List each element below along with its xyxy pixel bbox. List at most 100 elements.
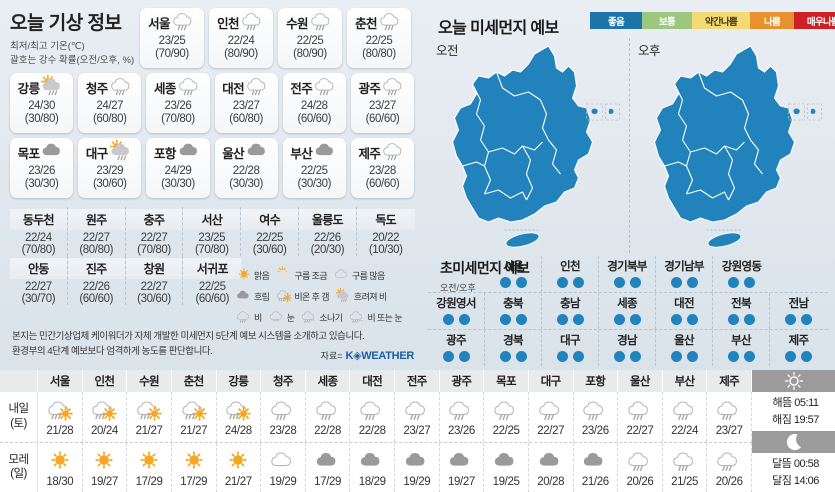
ultrafine-region-cell[interactable]: 전남 <box>770 293 827 329</box>
grid-city-cell[interactable]: 울릉도 22/26 (20/30) <box>298 207 357 256</box>
grid-city-cell[interactable]: 창원 22/27 (30/60) <box>125 256 184 305</box>
forecast-cell[interactable]: 21/28 <box>38 392 83 442</box>
city-card[interactable]: 울산 22/28 (30/30) <box>214 138 278 198</box>
forecast-cell[interactable]: 19/29 <box>395 442 440 492</box>
grid-city-cell[interactable]: 진주 22/26 (60/60) <box>67 256 126 305</box>
forecast-cell[interactable]: 23/27 <box>395 392 440 442</box>
ultrafine-region-cell[interactable]: 세종 <box>599 293 656 329</box>
forecast-column-header[interactable]: 포항 <box>574 370 619 392</box>
city-card[interactable]: 세종 23/26 (70/80) <box>146 73 210 133</box>
ultrafine-region-name: 경남 <box>617 335 637 347</box>
grid-city-cell[interactable]: 독도 20/22 (10/30) <box>356 207 415 256</box>
forecast-column-header[interactable]: 광주 <box>440 370 485 392</box>
forecast-cell[interactable]: 21/27 <box>172 392 217 442</box>
forecast-column-header[interactable]: 강릉 <box>217 370 262 392</box>
ultrafine-region-cell[interactable]: 제주 <box>770 330 827 366</box>
forecast-cell[interactable]: 21/26 <box>574 442 619 492</box>
forecast-cell[interactable]: 23/26 <box>440 392 485 442</box>
forecast-column-header[interactable]: 울산 <box>618 370 663 392</box>
forecast-cell[interactable]: 17/29 <box>172 442 217 492</box>
forecast-cell[interactable]: 20/24 <box>83 392 128 442</box>
ultrafine-region-cell[interactable]: 경북 <box>485 330 542 366</box>
grid-city-cell[interactable]: 충주 22/27 (70/80) <box>125 207 184 256</box>
ultrafine-region-cell[interactable]: 광주 <box>428 330 485 366</box>
ultrafine-heading: 초미세먼지 예보 오전/오후 <box>440 258 530 294</box>
city-card[interactable]: 대구 23/29 (30/60) <box>78 138 142 198</box>
city-card[interactable]: 춘천 22/25 (80/80) <box>347 8 411 68</box>
forecast-cell[interactable]: 23/28 <box>261 392 306 442</box>
grid-city-cell[interactable]: 동두천 22/24 (70/80) <box>10 207 68 256</box>
grid-city-cell[interactable]: 안동 22/27 (30/70) <box>10 256 68 305</box>
icon-legend-item: 비 <box>236 308 262 326</box>
ultrafine-region-cell[interactable]: 경남 <box>599 330 656 366</box>
grid-city-cell[interactable]: 서귀포 22/25 (60/60) <box>183 256 242 305</box>
forecast-cell[interactable]: 17/29 <box>127 442 172 492</box>
city-card[interactable]: 제주 23/28 (60/60) <box>350 138 415 198</box>
forecast-cell[interactable]: 20/26 <box>707 442 752 492</box>
ultrafine-region-cell[interactable]: 부산 <box>713 330 770 366</box>
forecast-column-header[interactable]: 서울 <box>38 370 83 392</box>
ultrafine-region-cell[interactable]: 전북 <box>713 293 770 329</box>
forecast-cell[interactable]: 19/29 <box>261 442 306 492</box>
weather-icon-legend: 맑음 구름 조금 구름 많음 흐림 비온 후 갬 흐려져 비 비 눈 소나기 비 또는 눈 <box>236 266 416 329</box>
ultrafine-region-cell[interactable]: 경기남부 <box>656 256 713 292</box>
forecast-cell[interactable]: 23/26 <box>574 392 619 442</box>
forecast-cell[interactable]: 22/27 <box>618 392 663 442</box>
forecast-cell[interactable]: 20/28 <box>529 442 574 492</box>
forecast-column-header[interactable]: 세종 <box>306 370 351 392</box>
forecast-cell[interactable]: 22/27 <box>529 392 574 442</box>
forecast-cell[interactable]: 21/27 <box>217 442 262 492</box>
city-card[interactable]: 포항 24/29 (30/30) <box>146 138 210 198</box>
forecast-cell[interactable]: 22/28 <box>350 392 395 442</box>
city-card[interactable]: 광주 23/27 (60/60) <box>350 73 415 133</box>
ultrafine-region-cell[interactable]: 울산 <box>656 330 713 366</box>
ultrafine-region-cell[interactable]: 대전 <box>656 293 713 329</box>
forecast-column-header[interactable]: 인천 <box>83 370 128 392</box>
ultrafine-region-cell[interactable]: 충북 <box>485 293 542 329</box>
ultrafine-dot-am <box>613 314 625 325</box>
forecast-cell[interactable]: 21/27 <box>127 392 172 442</box>
forecast-cell[interactable]: 22/25 <box>484 392 529 442</box>
forecast-cell[interactable]: 18/29 <box>350 442 395 492</box>
city-card[interactable]: 대전 23/27 (60/80) <box>214 73 278 133</box>
city-card[interactable]: 목포 23/26 (30/30) <box>10 138 74 198</box>
city-card[interactable]: 청주 24/27 (60/80) <box>78 73 142 133</box>
city-card[interactable]: 전주 24/28 (60/60) <box>282 73 346 133</box>
forecast-cell[interactable]: 24/28 <box>217 392 262 442</box>
ultrafine-region-cell[interactable]: 충남 <box>542 293 599 329</box>
forecast-column-header[interactable]: 부산 <box>663 370 708 392</box>
forecast-column-header[interactable]: 전주 <box>395 370 440 392</box>
forecast-cell[interactable]: 19/25 <box>484 442 529 492</box>
forecast-column-header[interactable]: 춘천 <box>172 370 217 392</box>
grid-city-cell[interactable]: 서산 23/25 (70/80) <box>183 207 242 256</box>
city-card[interactable]: 서울 23/25 (70/90) <box>140 8 204 68</box>
grid-city-cell[interactable]: 여수 22/25 (30/60) <box>241 207 299 256</box>
ultrafine-region-cell[interactable]: 강원영서 <box>428 293 485 329</box>
forecast-cell[interactable]: 22/24 <box>663 392 708 442</box>
forecast-cell[interactable]: 22/28 <box>306 392 351 442</box>
forecast-column-header[interactable]: 대구 <box>529 370 574 392</box>
grid-city-cell[interactable]: 원주 22/27 (80/80) <box>67 207 126 256</box>
forecast-cell[interactable]: 19/27 <box>440 442 485 492</box>
city-card[interactable]: 인천 22/24 (80/90) <box>209 8 273 68</box>
forecast-cell[interactable]: 21/25 <box>663 442 708 492</box>
ultrafine-region-cell[interactable]: 인천 <box>542 256 599 292</box>
forecast-column-header[interactable]: 제주 <box>707 370 752 392</box>
forecast-cell[interactable]: 18/30 <box>38 442 83 492</box>
forecast-column-header[interactable]: 청주 <box>261 370 306 392</box>
ultrafine-region-cell[interactable]: 강원영동 <box>713 256 770 292</box>
forecast-cell[interactable]: 17/29 <box>306 442 351 492</box>
city-card[interactable]: 수원 22/25 (80/90) <box>278 8 342 68</box>
forecast-cell[interactable]: 19/27 <box>83 442 128 492</box>
sunny-icon <box>236 266 252 284</box>
city-card[interactable]: 강릉 24/30 (30/80) <box>10 73 74 133</box>
forecast-cell[interactable]: 23/27 <box>707 392 752 442</box>
ultrafine-region-cell[interactable]: 경기북부 <box>599 256 656 292</box>
forecast-cell[interactable]: 20/26 <box>618 442 663 492</box>
forecast-column-header[interactable]: 수원 <box>127 370 172 392</box>
ultrafine-region-cell[interactable]: 대구 <box>542 330 599 366</box>
city-card[interactable]: 부산 22/25 (30/30) <box>282 138 346 198</box>
forecast-column-header[interactable]: 대전 <box>350 370 395 392</box>
forecast-column-header[interactable]: 목포 <box>484 370 529 392</box>
ultrafine-region-cell[interactable]: 서울 <box>485 256 542 292</box>
